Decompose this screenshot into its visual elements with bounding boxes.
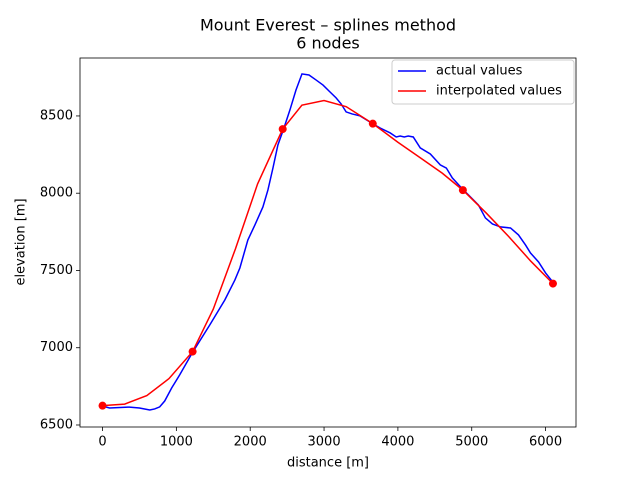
x-tick-label: 0: [98, 435, 106, 450]
x-tick-label: 4000: [381, 435, 414, 450]
legend-label: interpolated values: [436, 84, 562, 99]
y-tick-label: 7500: [40, 263, 73, 278]
node-point: [458, 186, 467, 195]
node-point: [188, 347, 197, 356]
x-axis-label: distance [m]: [287, 456, 369, 471]
y-tick-label: 6500: [40, 417, 73, 432]
x-tick-label: 6000: [529, 435, 562, 450]
y-tick-label: 8000: [40, 186, 73, 201]
node-point: [278, 125, 287, 134]
legend-label: actual values: [436, 64, 523, 79]
chart-title: Mount Everest – splines method: [200, 16, 456, 35]
plot-frame: [79, 57, 577, 428]
x-tick-label: 5000: [455, 435, 488, 450]
legend-box: [391, 59, 575, 105]
x-tick-label: 1000: [160, 435, 193, 450]
y-tick-label: 7000: [40, 340, 73, 355]
data-line: [102, 99, 554, 407]
node-point: [368, 119, 377, 128]
x-tick-label: 2000: [234, 435, 267, 450]
x-tick-label: 3000: [308, 435, 341, 450]
y-tick-label: 8500: [40, 108, 73, 123]
y-axis-label: elevation [m]: [14, 198, 29, 285]
node-point: [98, 401, 107, 410]
node-point: [548, 279, 557, 288]
chart-subtitle: 6 nodes: [296, 34, 360, 53]
